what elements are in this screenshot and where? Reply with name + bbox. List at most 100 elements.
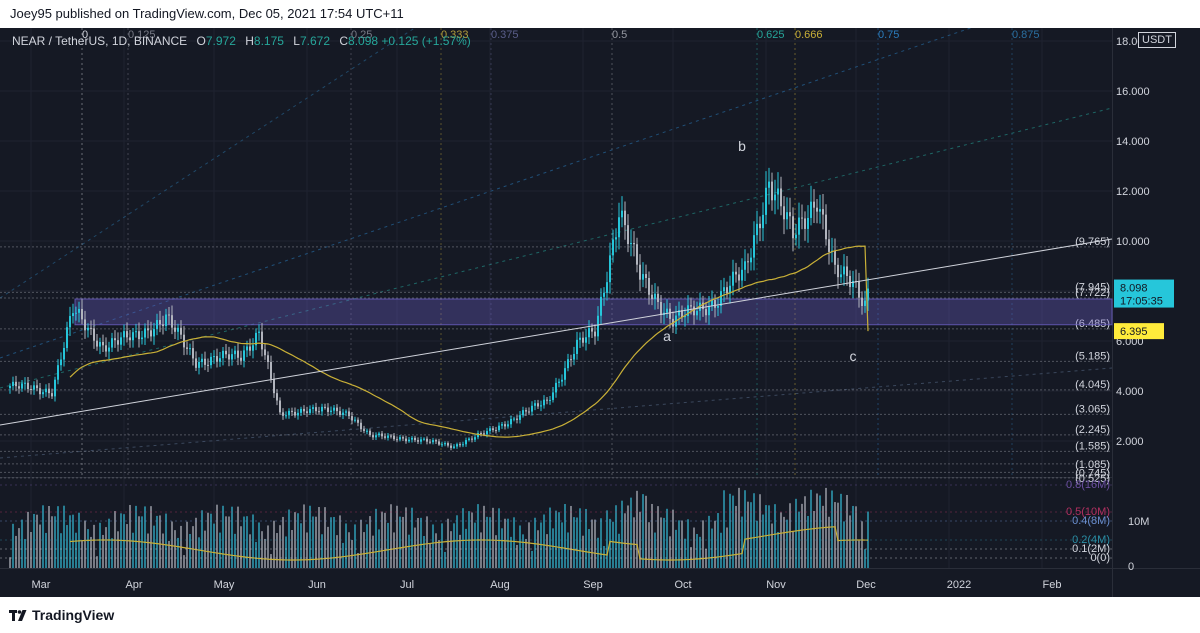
candle-body (168, 314, 170, 316)
volume-bar (465, 528, 467, 568)
candle-body (12, 381, 14, 386)
price-axis-label: 10.000 (1116, 236, 1150, 248)
candle-body (141, 337, 143, 340)
volume-bar (297, 513, 299, 568)
volume-bar (327, 526, 329, 568)
volume-bar (603, 546, 605, 568)
volume-bar (291, 529, 293, 568)
volume-fib-label: 0.2(4M) (1072, 534, 1110, 546)
price-chart[interactable]: Mar Apr May Jun Jul Aug Sep Oct Nov Dec 2022 Feb 2.0… (0, 28, 1200, 597)
candle-body (228, 354, 230, 360)
volume-bar (654, 532, 656, 568)
candle-body (156, 320, 158, 330)
candle-body (282, 412, 284, 416)
volume-bar (633, 517, 635, 568)
volume-bar (708, 515, 710, 568)
volume-bar (501, 528, 503, 568)
fib-level-label: (2.245) (1075, 424, 1110, 436)
volume-bar (489, 517, 491, 568)
volume-bar (663, 517, 665, 568)
volume-bar (450, 531, 452, 568)
volume-bar (678, 520, 680, 568)
fib-level-label: (6.485) (1075, 318, 1110, 330)
volume-bar (534, 517, 536, 568)
candle-body (342, 412, 344, 416)
candle-body (630, 243, 632, 245)
fib-time-label: 0.25 (351, 29, 372, 41)
volume-bar (558, 512, 560, 568)
candle-body (102, 342, 104, 346)
candle-body (396, 439, 398, 441)
wave-label: c (850, 348, 857, 364)
volume-bar (594, 519, 596, 568)
candle-body (591, 328, 593, 332)
currency-badge[interactable]: USDT (1138, 32, 1176, 48)
candle-body (735, 271, 737, 275)
candle-body (69, 316, 71, 328)
volume-bar (396, 505, 398, 568)
volume-bar (381, 511, 383, 568)
volume-bar (795, 498, 797, 568)
volume-bar (492, 507, 494, 568)
fib-time-label: 0.625 (757, 29, 785, 41)
candle-body (120, 337, 122, 345)
volume-bar (51, 516, 53, 568)
volume-bar (192, 526, 194, 568)
volume-bar (732, 495, 734, 568)
volume-bar (798, 511, 800, 568)
candle-body (288, 410, 290, 416)
candle-body (405, 438, 407, 442)
candle-body (162, 324, 164, 327)
volume-bar (135, 505, 137, 568)
candle-body (351, 416, 353, 421)
volume-bar (822, 505, 824, 568)
ma-value-marker (1114, 323, 1164, 340)
candle-body (714, 300, 716, 308)
volume-bar (117, 531, 119, 568)
candle-body (300, 408, 302, 413)
volume-bar (279, 525, 281, 568)
candle-body (306, 411, 308, 413)
volume-bar (612, 521, 614, 568)
candle-body (741, 269, 743, 281)
volume-bar (129, 504, 131, 568)
chart-canvas[interactable]: Mar Apr May Jun Jul Aug Sep Oct Nov Dec 2022 Feb 2.0… (0, 28, 1200, 597)
candle-body (177, 327, 179, 332)
candle-body (129, 337, 131, 341)
candle-body (801, 217, 803, 219)
volume-bar (615, 505, 617, 568)
volume-bar (144, 506, 146, 568)
volume-bar (561, 522, 563, 568)
volume-bar (54, 516, 56, 568)
ma-value-label: 6.395 (1120, 326, 1148, 338)
candle-body (756, 223, 758, 236)
candle-body (435, 440, 437, 442)
volume-bar (846, 494, 848, 568)
candle-body (39, 388, 41, 395)
candle-body (807, 217, 809, 229)
volume-bar (108, 518, 110, 568)
candle-body (489, 428, 491, 432)
volume-bar (288, 509, 290, 568)
volume-bar (711, 528, 713, 568)
time-axis-label: Aug (490, 579, 510, 591)
volume-bar (60, 533, 62, 568)
volume-fib-label: 0.1(2M) (1072, 543, 1110, 555)
candle-body (66, 327, 68, 348)
time-axis-label: 2022 (947, 579, 971, 591)
candle-body (594, 331, 596, 337)
candle-body (690, 305, 692, 307)
volume-bar (399, 516, 401, 568)
volume-bar (651, 503, 653, 568)
candle-body (474, 437, 476, 440)
volume-bar (468, 511, 470, 568)
candle-body (618, 217, 620, 238)
volume-bar (453, 523, 455, 568)
candle-body (666, 308, 668, 313)
candle-body (771, 181, 773, 201)
candle-body (63, 347, 65, 360)
candle-body (720, 291, 722, 306)
candle-body (429, 441, 431, 443)
candle-body (825, 214, 827, 240)
volume-bar (645, 495, 647, 568)
